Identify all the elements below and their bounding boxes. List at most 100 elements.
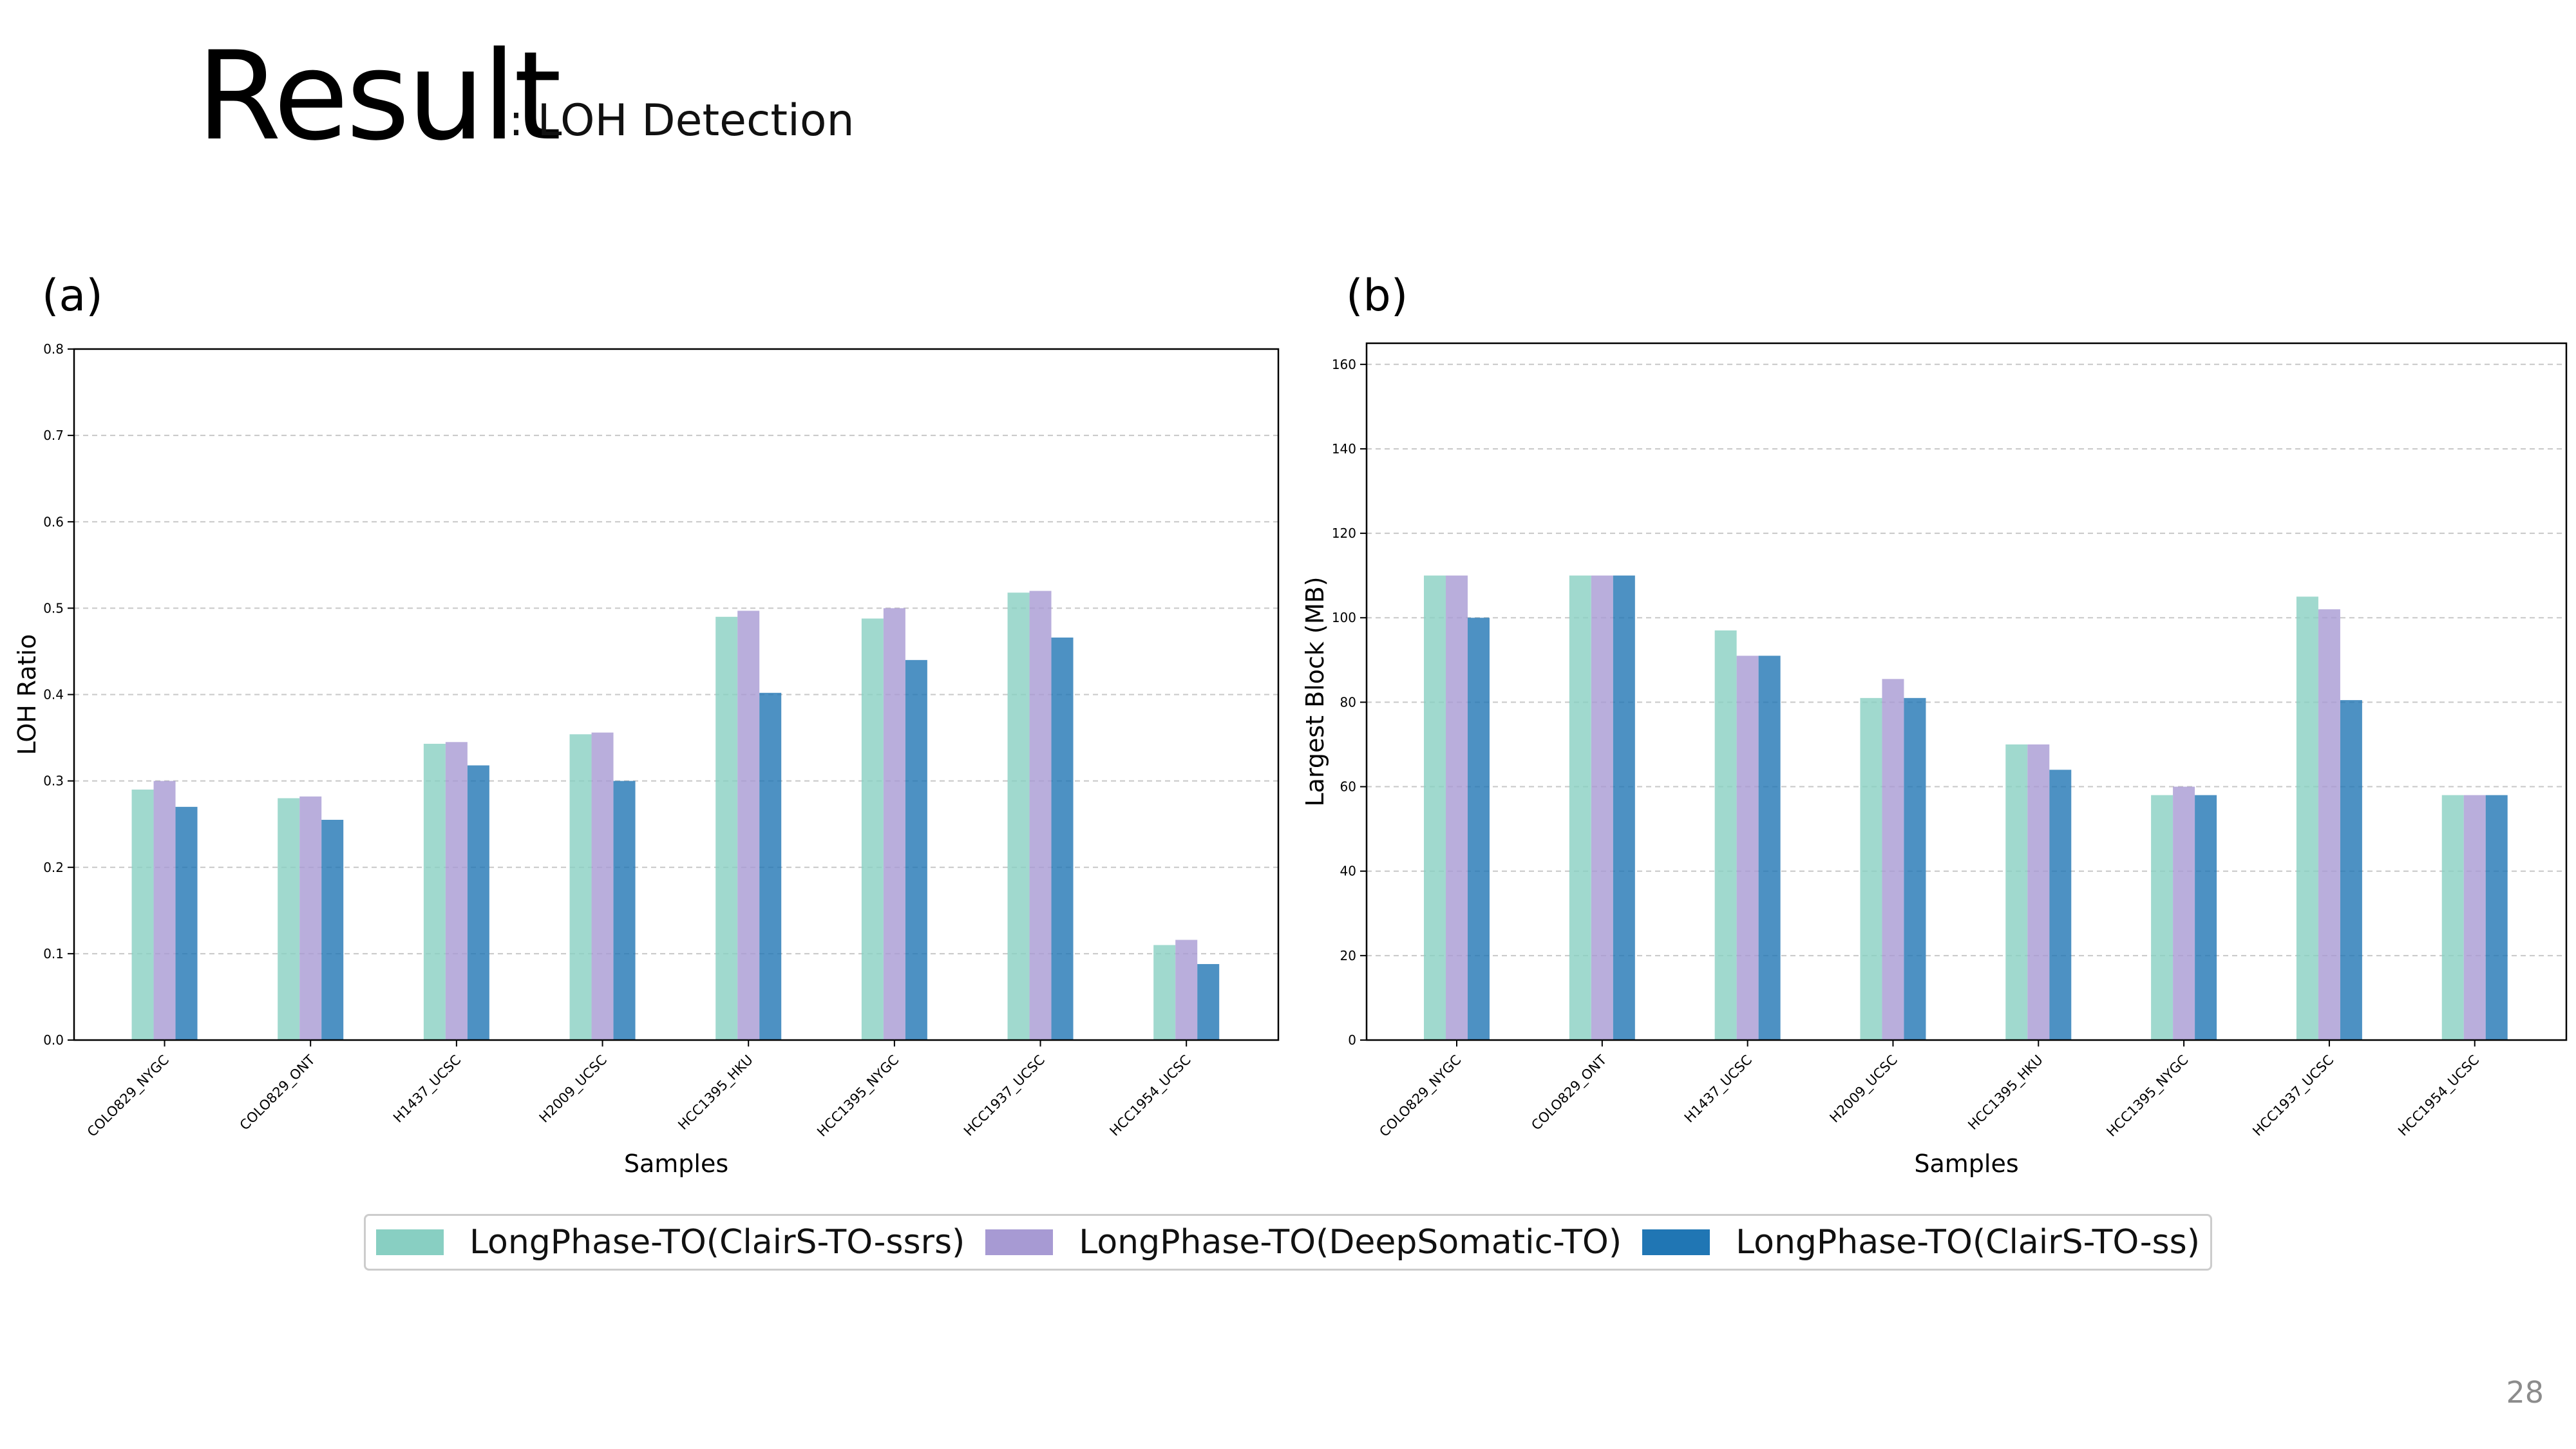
y-tick-label-a-6: 0.6	[43, 514, 64, 529]
y-tick-label-a-3: 0.3	[43, 773, 64, 789]
legend-item-ss: LongPhase-TO(ClairS-TO-ss)	[1642, 1223, 2200, 1262]
x-tick-label-a-3: H2009_UCSC	[536, 1052, 611, 1126]
bar-a-4-2	[759, 692, 782, 1040]
y-tick-label-a-8: 0.8	[43, 341, 64, 357]
x-tick-label-b-1: COLO829_ONT	[1528, 1052, 1610, 1133]
x-tick-label-b-5: HCC1395_NYGC	[2103, 1052, 2192, 1141]
bar-a-5-0	[861, 618, 884, 1040]
page-number: 28	[2506, 1375, 2544, 1410]
y-tick-label-b-7: 140	[1332, 441, 1356, 457]
bar-b-7-1	[2463, 795, 2486, 1040]
y-tick-label-a-2: 0.2	[43, 860, 64, 875]
bar-a-2-1	[445, 742, 468, 1040]
x-tick-label-a-6: HCC1937_UCSC	[961, 1052, 1048, 1140]
bar-a-1-1	[299, 796, 322, 1040]
bar-a-5-2	[905, 659, 927, 1040]
bar-a-6-2	[1051, 637, 1074, 1040]
bar-b-2-2	[1758, 656, 1781, 1040]
legend-item-ssrs: LongPhase-TO(ClairS-TO-ssrs)	[375, 1223, 965, 1262]
y-tick-label-a-1: 0.1	[43, 946, 64, 961]
bar-a-3-1	[591, 732, 614, 1040]
x-tick-label-a-1: COLO829_ONT	[237, 1052, 319, 1133]
bar-b-1-2	[1613, 575, 1635, 1040]
bar-b-0-2	[1468, 618, 1490, 1040]
bar-a-5-1	[883, 608, 905, 1040]
bar-b-6-0	[2296, 596, 2318, 1040]
chart-legend: LongPhase-TO(ClairS-TO-ssrs) LongPhase-T…	[364, 1214, 2212, 1271]
panel-a-label: (a)	[42, 270, 103, 321]
bar-b-3-0	[1860, 697, 1882, 1040]
x-tick-label-a-7: HCC1954_UCSC	[1107, 1052, 1195, 1140]
panel-b-label: (b)	[1346, 270, 1408, 321]
y-axis-label-a: LOH Ratio	[13, 634, 41, 755]
bar-a-2-0	[423, 743, 446, 1040]
bar-b-0-0	[1424, 575, 1446, 1040]
x-tick-label-a-0: COLO829_NYGC	[84, 1052, 173, 1141]
bar-b-4-1	[2027, 744, 2050, 1040]
y-tick-label-a-4: 0.4	[43, 687, 64, 703]
x-tick-label-b-0: COLO829_NYGC	[1376, 1052, 1464, 1141]
bar-b-3-2	[1904, 697, 1926, 1040]
slide-subtitle: : LOH Detection	[509, 95, 855, 146]
bar-a-6-0	[1007, 592, 1030, 1040]
y-tick-label-b-6: 120	[1332, 526, 1356, 541]
bar-a-7-1	[1175, 940, 1198, 1040]
legend-swatch-ssrs	[375, 1229, 444, 1255]
legend-item-deepsomatic: LongPhase-TO(DeepSomatic-TO)	[985, 1223, 1622, 1262]
bar-b-1-1	[1591, 575, 1613, 1040]
x-axis-label-a: Samples	[624, 1150, 728, 1178]
x-tick-label-a-2: H1437_UCSC	[390, 1052, 464, 1126]
x-tick-label-b-2: H1437_UCSC	[1681, 1052, 1756, 1126]
bar-b-5-2	[2195, 795, 2217, 1040]
y-tick-label-a-0: 0.0	[43, 1032, 64, 1048]
charts-canvas: 0.0 0.1 0.2 0.3 0.4 0.5 0.6 0.7 0.8 COLO829_NYGC C…	[13, 341, 2568, 1178]
bar-b-7-2	[2485, 795, 2508, 1040]
x-tick-label-a-5: HCC1395_NYGC	[814, 1052, 902, 1141]
bar-b-2-1	[1736, 656, 1759, 1040]
x-axis-label-b: Samples	[1914, 1150, 2018, 1178]
bar-a-0-2	[175, 806, 198, 1040]
bar-b-1-0	[1569, 575, 1591, 1040]
x-tick-label-a-4: HCC1395_HKU	[675, 1052, 756, 1133]
bar-a-3-0	[569, 734, 592, 1040]
y-tick-label-a-5: 0.5	[43, 600, 64, 616]
slide-title: Result	[196, 25, 562, 167]
bar-a-7-2	[1197, 963, 1220, 1040]
bar-b-5-0	[2151, 795, 2174, 1040]
plot-frame-a	[73, 348, 1280, 1041]
bar-b-2-0	[1714, 630, 1737, 1040]
legend-swatch-ss	[1642, 1229, 1710, 1255]
bar-b-4-2	[2049, 770, 2072, 1040]
y-axis-label-b: Largest Block (MB)	[1301, 576, 1329, 806]
y-tick-label-b-2: 40	[1340, 864, 1356, 879]
legend-swatch-deepsomatic	[985, 1229, 1054, 1255]
y-tick-label-b-0: 0	[1348, 1032, 1356, 1048]
y-tick-label-b-4: 80	[1340, 694, 1356, 710]
plot-frame-b	[1365, 342, 2568, 1041]
bar-b-6-1	[2318, 609, 2340, 1040]
bar-b-5-1	[2173, 786, 2195, 1040]
bar-a-3-2	[613, 781, 636, 1040]
bar-b-6-2	[2340, 700, 2362, 1040]
bar-a-2-2	[467, 765, 489, 1040]
y-tick-label-a-7: 0.7	[43, 428, 64, 443]
x-tick-label-b-7: HCC1954_UCSC	[2395, 1052, 2483, 1140]
bar-a-7-0	[1153, 945, 1176, 1040]
y-tick-label-b-3: 60	[1340, 779, 1356, 795]
bar-b-3-1	[1882, 679, 1904, 1040]
bar-a-6-1	[1029, 591, 1052, 1040]
y-tick-label-b-1: 20	[1340, 948, 1356, 963]
x-tick-label-b-4: HCC1395_HKU	[1965, 1052, 2046, 1133]
bar-a-0-1	[153, 781, 176, 1040]
y-tick-label-b-5: 100	[1332, 610, 1356, 625]
y-tick-label-b-8: 160	[1332, 357, 1356, 372]
bar-a-4-1	[737, 611, 760, 1040]
bar-a-4-0	[715, 616, 738, 1040]
bar-a-0-0	[131, 790, 154, 1040]
bar-a-1-2	[321, 819, 344, 1040]
bar-b-0-1	[1446, 575, 1468, 1040]
bar-b-4-0	[2005, 744, 2028, 1040]
legend-label-ss: LongPhase-TO(ClairS-TO-ss)	[1736, 1223, 2200, 1262]
legend-label-ssrs: LongPhase-TO(ClairS-TO-ssrs)	[469, 1223, 965, 1262]
x-tick-label-b-6: HCC1937_UCSC	[2249, 1052, 2337, 1140]
